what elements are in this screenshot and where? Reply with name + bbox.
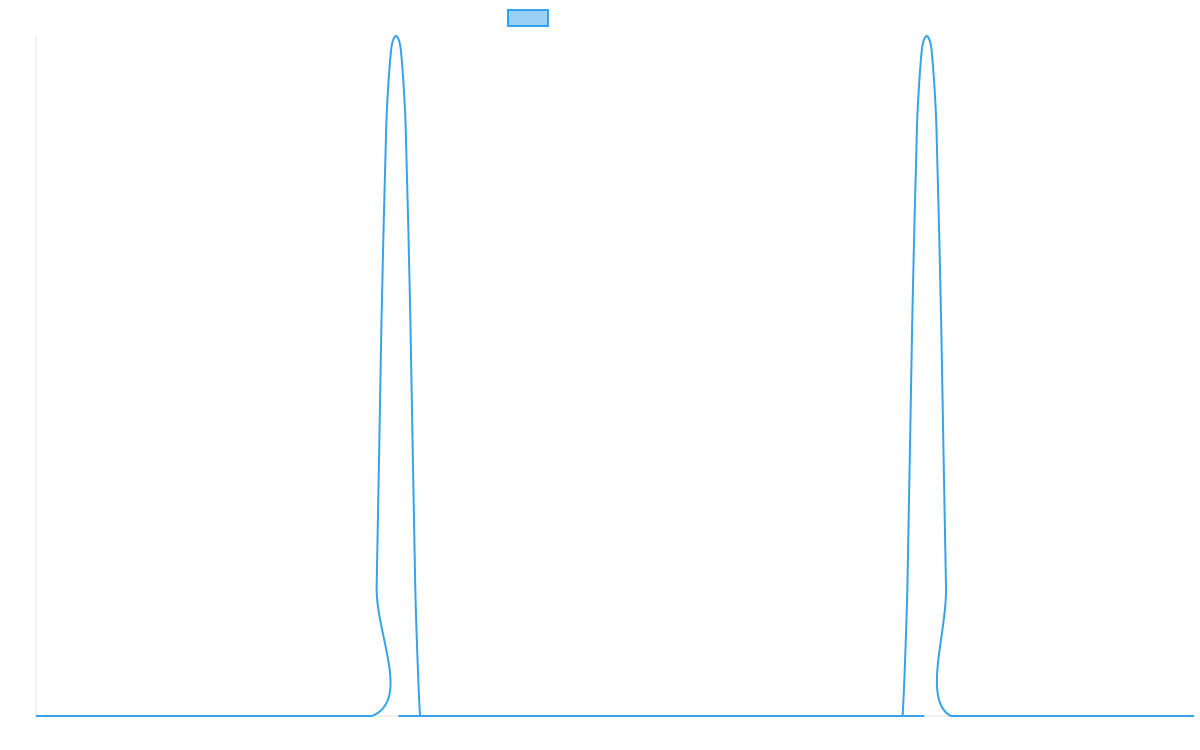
legend[interactable] (507, 9, 549, 27)
series-layer (36, 35, 1194, 718)
series-line-1[interactable] (36, 35, 1194, 718)
legend-swatch-series-1[interactable] (507, 9, 549, 27)
